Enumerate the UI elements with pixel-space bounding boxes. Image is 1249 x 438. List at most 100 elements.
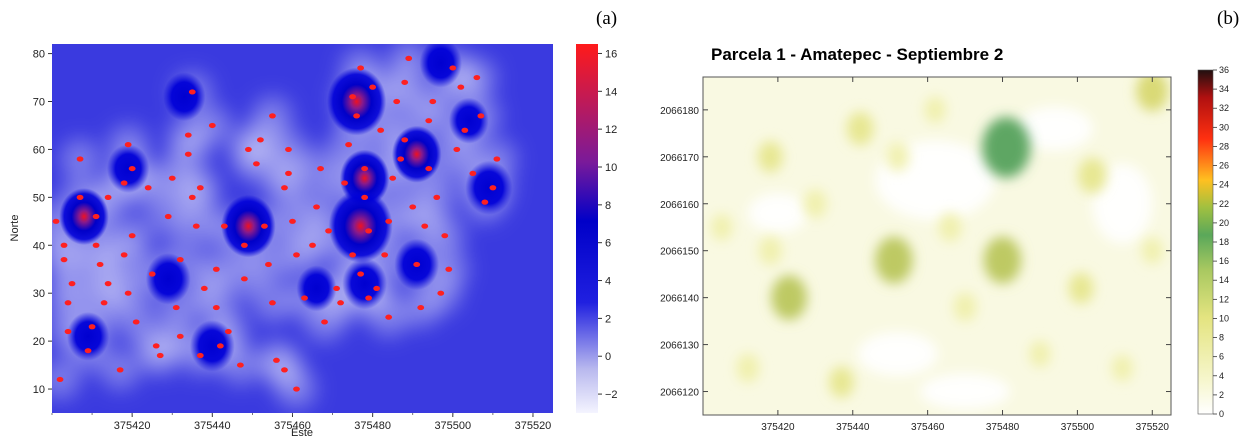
sample-point-83 [365, 228, 373, 234]
chart-b-heatmap: 375420 375440 375460 375480 375500 375520 2066… [660, 45, 1229, 433]
sample-point-54 [261, 223, 268, 229]
chart-a-heatmap: 375420 375440 375460 375480 375500 3755201020… [9, 44, 618, 438]
y-tick-label-7: 80 [33, 49, 45, 61]
sample-point-9 [84, 348, 92, 354]
x-tick-label-2: 375460 [274, 420, 311, 432]
patch-4 [1136, 77, 1169, 112]
sample-point-76 [349, 94, 356, 100]
patch-8 [829, 366, 855, 398]
b-colorbar-tick-label-18: 36 [1219, 65, 1229, 75]
sample-point-75 [345, 142, 352, 148]
sample-point-32 [176, 333, 184, 339]
b-x-tick-label-3: 375480 [986, 422, 1020, 433]
sample-point-90 [385, 314, 393, 320]
y-tick-label-1: 20 [33, 336, 45, 348]
hotspot-6 [221, 194, 276, 258]
b-x-tick-label-1: 375440 [836, 422, 870, 433]
b-y-tick-label-1: 2066130 [660, 341, 699, 352]
low-zone-3 [1092, 163, 1153, 244]
sample-point-3 [64, 300, 72, 306]
sample-point-48 [236, 362, 244, 368]
hotspot-7 [296, 265, 337, 312]
sample-point-28 [156, 352, 164, 359]
sample-point-46 [220, 223, 228, 229]
sample-point-16 [104, 194, 112, 200]
sample-point-71 [325, 228, 332, 234]
patch-17 [886, 142, 910, 172]
sample-point-45 [216, 343, 224, 349]
sample-point-19 [120, 252, 128, 258]
hotspot-0 [59, 187, 109, 246]
sample-point-11 [92, 213, 100, 220]
hotspot-12 [391, 125, 442, 183]
sample-point-57 [269, 113, 276, 119]
sample-point-99 [417, 304, 425, 311]
sample-point-15 [104, 281, 112, 287]
colorbar-tick-label-3: 4 [605, 276, 611, 288]
sample-point-59 [281, 367, 288, 373]
b-x-tick-label-5: 375520 [1136, 422, 1170, 433]
b-colorbar-tick-label-1: 2 [1219, 390, 1224, 400]
patch-9 [736, 353, 760, 383]
sample-point-17 [116, 367, 124, 373]
patch-19 [803, 189, 827, 219]
b-colorbar-tick-label-2: 4 [1219, 371, 1224, 381]
colorbar-tick-label-7: 12 [605, 124, 617, 136]
patch-1 [875, 236, 913, 284]
sample-point-22 [128, 165, 136, 172]
colorbar-tick-label-5: 8 [605, 200, 611, 212]
sample-point-5 [56, 376, 64, 383]
sample-point-95 [401, 79, 409, 85]
sample-point-67 [309, 242, 316, 248]
sample-point-53 [257, 137, 264, 143]
sample-point-1 [60, 242, 68, 248]
b-colorbar-tick-label-15: 30 [1219, 122, 1229, 132]
sample-point-88 [381, 252, 389, 258]
sample-point-65 [293, 252, 300, 258]
sample-point-12 [92, 242, 100, 248]
low-zone-2 [1016, 106, 1093, 151]
patch-13 [1029, 340, 1051, 368]
b-y-tick-label-3: 2066150 [660, 247, 699, 258]
hotspot-5 [189, 320, 235, 372]
sample-point-86 [373, 285, 381, 292]
hotspot-1 [106, 144, 150, 193]
sample-point-85 [369, 84, 377, 90]
sample-point-42 [208, 122, 216, 129]
sample-point-24 [132, 319, 140, 325]
b-y-tick-label-0: 2066120 [660, 388, 699, 399]
sample-point-115 [481, 199, 489, 205]
sample-point-81 [361, 165, 369, 172]
sample-point-4 [64, 328, 72, 335]
sample-point-98 [413, 261, 421, 268]
y-tick-label-3: 40 [33, 240, 45, 252]
sample-point-97 [409, 204, 417, 210]
x-tick-label-1: 375440 [194, 420, 231, 432]
sample-point-117 [493, 156, 501, 162]
sample-point-105 [437, 290, 445, 296]
b-x-tick-label-4: 375500 [1061, 422, 1095, 433]
y-tick-label-0: 10 [33, 384, 45, 396]
hotspot-10 [328, 189, 393, 263]
hotspot-14 [448, 97, 489, 144]
b-y-tick-label-4: 2066160 [660, 200, 699, 211]
colorbar-tick-label-8: 14 [605, 86, 617, 98]
sample-point-36 [188, 89, 196, 95]
sample-point-51 [244, 146, 252, 153]
b-colorbar-tick-label-16: 32 [1219, 103, 1229, 113]
sample-point-113 [473, 74, 481, 81]
b-colorbar-tick-label-13: 26 [1219, 161, 1229, 171]
colorbar-tick-label-9: 16 [605, 48, 617, 60]
sample-point-35 [184, 132, 192, 138]
sample-point-31 [172, 304, 180, 311]
sample-point-10 [88, 324, 96, 330]
patch-20 [1111, 354, 1134, 382]
low-zone-1 [857, 331, 938, 376]
sample-point-55 [265, 261, 272, 268]
b-colorbar-tick-label-3: 6 [1219, 352, 1224, 362]
sample-point-44 [212, 266, 220, 272]
patch-6 [757, 141, 783, 173]
sample-point-7 [76, 156, 84, 162]
colorbar-b [1197, 69, 1214, 415]
sample-point-110 [457, 84, 465, 90]
